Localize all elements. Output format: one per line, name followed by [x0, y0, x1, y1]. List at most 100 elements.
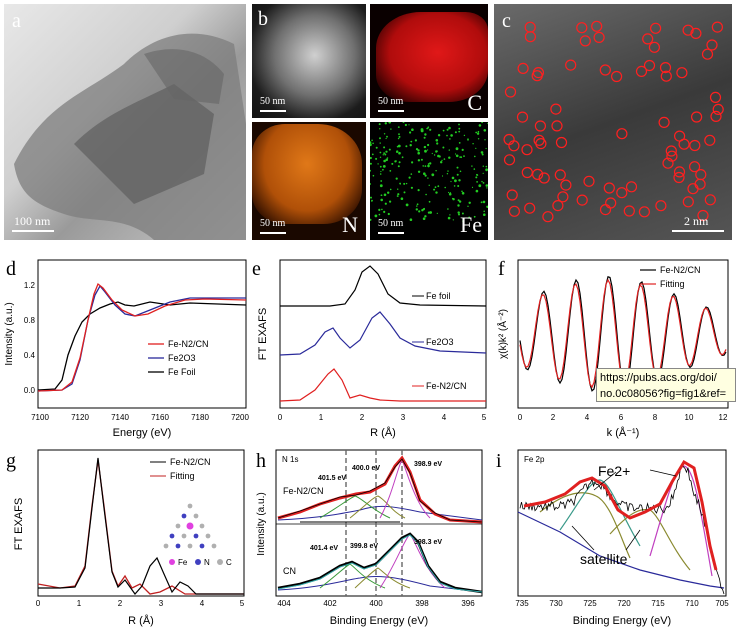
single-atom-marker [697, 209, 709, 222]
single-atom-marker [524, 21, 536, 33]
legend-item: Fe-N2/CN [660, 265, 701, 275]
chart-title: N 1s [282, 455, 298, 464]
ft-exafs-fit-chart-g: 0 1 2 3 4 5 R (Å) FT EXAFS Fe-N2/CN Fitt… [13, 449, 245, 627]
peak-label: 398.9 eV [414, 461, 442, 468]
single-atom-marker [711, 21, 723, 33]
x-tick: 7180 [191, 413, 209, 422]
single-atom-marker [704, 194, 716, 206]
url-tooltip[interactable]: https://pubs.acs.org/doi/ no.0c08056?fig… [596, 368, 736, 402]
single-atom-marker [599, 204, 612, 216]
single-atom-marker [691, 111, 703, 123]
x-tick: 4 [585, 413, 590, 422]
scale-label: 50 nm [260, 96, 286, 107]
y-tick: 1.2 [24, 281, 36, 290]
xanes-chart-d: 7100 7120 7140 7160 7180 7200 0.0 0.4 0.… [4, 259, 249, 439]
x-tick: 710 [685, 599, 699, 608]
single-atom-marker [665, 145, 677, 157]
x-tick: 725 [583, 599, 597, 608]
peak-label: 401.4 eV [310, 545, 338, 552]
x-tick: 7100 [31, 413, 49, 422]
x-tick: 400 [369, 599, 383, 608]
panel-c-label: c [502, 10, 511, 32]
single-atom-marker [659, 61, 672, 74]
x-tick: 4 [442, 413, 447, 422]
single-atom-marker [557, 191, 569, 203]
single-atom-marker [655, 200, 667, 212]
single-atom-marker [650, 22, 662, 34]
fe-foil-curve [37, 301, 247, 391]
x-tick: 6 [619, 413, 624, 422]
single-atom-marker [662, 157, 674, 169]
single-atom-marker [687, 183, 699, 195]
single-atom-marker [704, 134, 716, 146]
single-atom-marker [551, 120, 563, 132]
single-atom-marker [538, 172, 550, 184]
single-atom-marker [648, 41, 660, 53]
element-label: C [467, 90, 482, 115]
x-axis-label: Binding Energy (eV) [330, 615, 428, 627]
single-atom-marker [712, 103, 724, 116]
single-atom-marker [643, 59, 656, 72]
x-tick: 0 [278, 413, 283, 422]
y-axis-label: FT EXAFS [257, 308, 269, 360]
scale-bar [378, 232, 404, 234]
x-tick: 2 [118, 599, 123, 608]
x-tick: 735 [515, 599, 529, 608]
x-tick: 12 [719, 413, 728, 422]
scale-label: 2 nm [684, 214, 709, 228]
x-tick: 730 [549, 599, 563, 608]
annotation: satellite [580, 551, 628, 567]
x-axis-label: R (Å) [128, 614, 154, 627]
single-atom-marker [666, 150, 678, 162]
x-axis-label: R (Å) [370, 426, 396, 439]
x-tick: 404 [277, 599, 291, 608]
x-tick: 715 [651, 599, 665, 608]
x-tick: 402 [323, 599, 337, 608]
peak-label: 401.5 eV [318, 475, 346, 482]
x-tick: 705 [715, 599, 729, 608]
scale-bar [260, 232, 286, 234]
x-tick: 8 [653, 413, 658, 422]
legend-item: Fe-N2/CN [168, 339, 209, 349]
ft-exafs-chart-e: 0 1 2 3 4 5 R (Å) FT EXAFS Fe foil Fe2O3… [257, 259, 487, 439]
legend-item: Fe2O3 [168, 353, 196, 363]
chart-title: Fe 2p [524, 455, 545, 464]
x-tick: 3 [401, 413, 406, 422]
single-atom-marker [710, 110, 722, 123]
single-atom-marker [534, 120, 547, 132]
single-atom-marker [616, 128, 628, 140]
xps-fe2p-chart-i: Fe 2p Fe2+ satellite 735 730 725 720 715… [515, 449, 729, 627]
x-tick: 1 [319, 413, 324, 422]
fe-n2-cn-curve [279, 368, 486, 402]
x-tick: 398 [415, 599, 429, 608]
element-label: N [342, 212, 358, 237]
atom-legend: C [226, 558, 232, 567]
y-axis-label: Intensity (a.u.) [4, 302, 15, 365]
legend-item: Fitting [660, 279, 685, 289]
x-tick: 4 [200, 599, 205, 608]
x-tick: 7160 [151, 413, 169, 422]
x-tick: 10 [685, 413, 694, 422]
single-atom-marker [674, 130, 686, 142]
single-atom-marker [673, 166, 686, 178]
legend-item: Fitting [170, 471, 195, 481]
tooltip-line: no.0c08056?fig=fig1&ref= [600, 388, 726, 400]
scale-label: 50 nm [378, 218, 404, 229]
fe2o3-curve [279, 311, 487, 356]
scale-bar [672, 230, 724, 232]
single-atom-marker [503, 133, 515, 146]
iron-map-tile: 50 nm Fe [370, 122, 488, 240]
single-atom-marker [694, 178, 706, 190]
single-atom-marker [593, 31, 605, 44]
y-axis-label: Intensity (a.u.) [256, 492, 267, 555]
x-tick: 7140 [111, 413, 129, 422]
x-tick: 5 [482, 413, 487, 422]
x-tick: 0 [518, 413, 523, 422]
single-atom-marker [531, 168, 544, 180]
single-atom-marker [706, 39, 718, 51]
molecular-structure-inset [163, 503, 217, 549]
single-atom-marker [576, 22, 588, 34]
single-atom-marker [610, 70, 623, 83]
panel-a-label: a [12, 10, 21, 32]
single-atom-marker [521, 144, 533, 156]
